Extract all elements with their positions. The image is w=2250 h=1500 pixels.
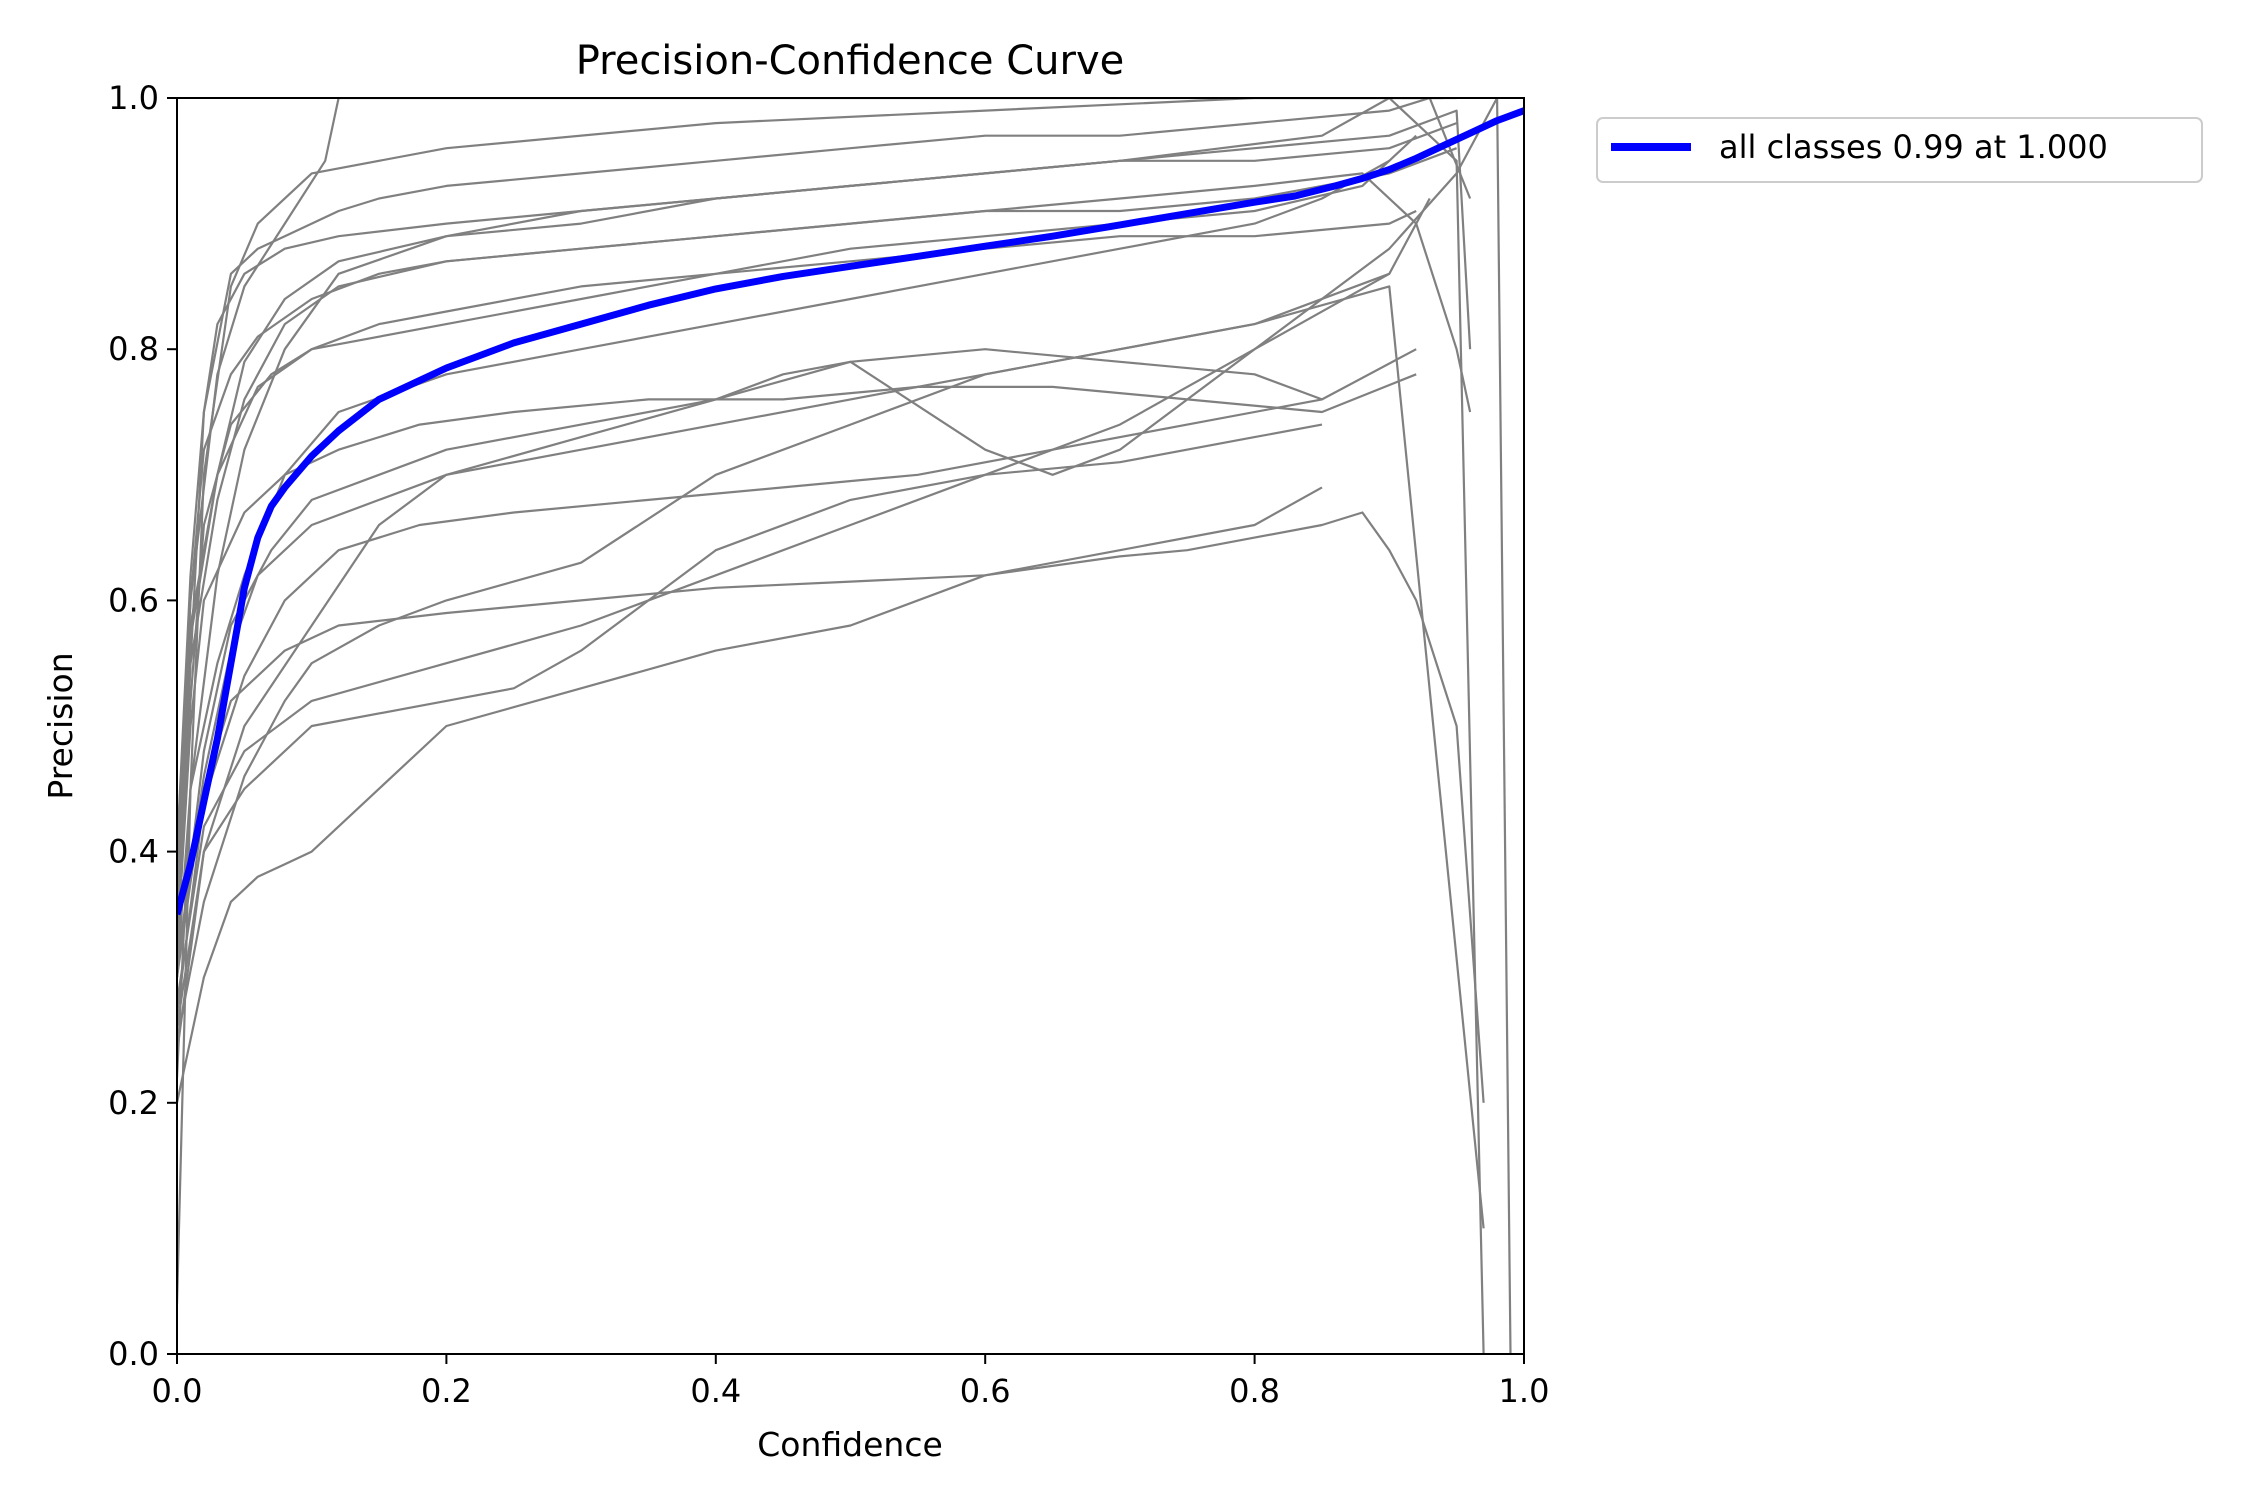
chart-title: Precision-Confidence Curve: [576, 38, 1125, 84]
y-tick-label: 0.6: [108, 581, 159, 619]
series-line-class-5: [177, 486, 1323, 1104]
series-line-class-8: [177, 172, 1472, 915]
series-line-class-6: [177, 511, 1485, 1103]
x-tick-label: 0.8: [1229, 1372, 1280, 1410]
series-line-class-4: [177, 197, 1431, 1041]
series-line-class-20: [177, 109, 1472, 852]
series-line-class-1: [177, 98, 1485, 1354]
x-axis-ticks: 0.0 0.2 0.4 0.6 0.8 1.0: [152, 1354, 1550, 1410]
series-line-all-classes: [177, 107, 1524, 916]
y-axis-label: Precision: [41, 652, 80, 799]
y-tick-label: 1.0: [108, 79, 159, 117]
series-line-class-2: [177, 98, 1457, 1078]
series-layer: [177, 98, 1524, 1354]
y-tick-label: 0.8: [108, 330, 159, 368]
series-line-class-18: [177, 122, 1457, 890]
x-axis-label: Confidence: [757, 1425, 943, 1464]
y-tick-label: 0.2: [108, 1084, 159, 1122]
x-tick-label: 0.2: [421, 1372, 472, 1410]
series-line-class-13: [177, 98, 1512, 1354]
legend: all classes 0.99 at 1.000: [1596, 117, 2203, 183]
series-line-class-3: [177, 159, 1390, 978]
series-line-class-9: [177, 147, 1457, 852]
series-line-class-15: [177, 272, 1390, 978]
x-tick-label: 1.0: [1499, 1372, 1550, 1410]
series-line-class-21: [177, 285, 1485, 1229]
series-line-class-7: [177, 98, 1472, 978]
legend-label-all-classes: all classes 0.99 at 1.000: [1719, 128, 2108, 166]
plot-frame: [176, 97, 1525, 1355]
series-line-class-17: [177, 423, 1323, 1053]
x-tick-label: 0.0: [152, 1372, 203, 1410]
y-tick-label: 0.4: [108, 833, 159, 871]
legend-box: [1596, 117, 2203, 183]
series-line-class-12: [177, 373, 1417, 953]
series-line-class-11: [177, 98, 1444, 877]
y-tick-label: 0.0: [108, 1335, 159, 1373]
series-line-class-10: [177, 348, 1323, 1028]
x-tick-label: 0.6: [960, 1372, 1011, 1410]
y-axis-ticks: 0.0 0.2 0.4 0.6 0.8 1.0: [108, 79, 177, 1373]
series-line-class-19: [177, 348, 1417, 1016]
series-line-class-14: [177, 210, 1417, 902]
x-tick-label: 0.4: [690, 1372, 741, 1410]
